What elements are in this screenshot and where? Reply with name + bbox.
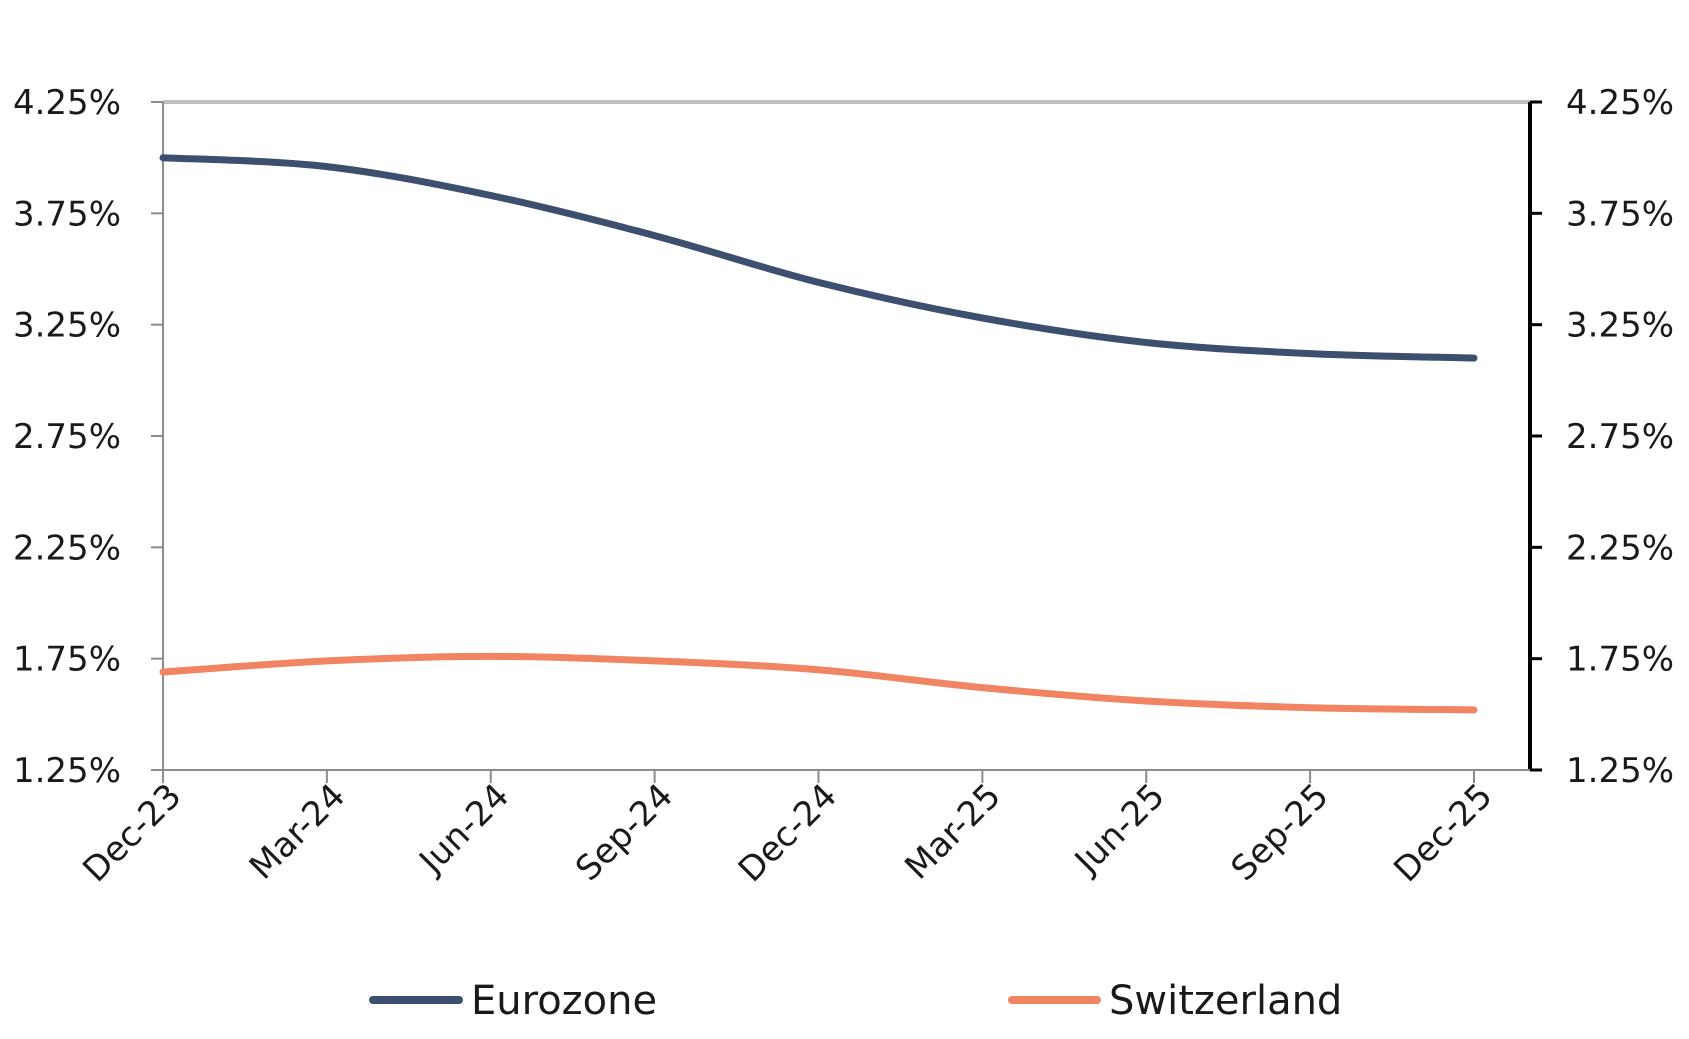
y-axis-left: 4.25% 3.75% 3.25% 2.75% 2.25% 1.75% 1.25% xyxy=(13,83,164,791)
x-tick-label: Mar-24 xyxy=(242,776,353,887)
y-tick-label-right: 2.75% xyxy=(1566,417,1674,457)
y-axis-right: 4.25% 3.75% 3.25% 2.75% 2.25% 1.75% 1.25% xyxy=(1528,83,1674,791)
y-tick-label-left: 1.75% xyxy=(13,640,121,680)
y-tick-label-left: 1.25% xyxy=(13,751,121,791)
y-tick-label-right: 2.25% xyxy=(1566,528,1674,568)
y-tick-label-left: 4.25% xyxy=(13,83,121,123)
legend: Eurozone Switzerland xyxy=(369,978,1342,1024)
legend-label-eurozone: Eurozone xyxy=(471,978,657,1024)
x-tick-label: Jun-24 xyxy=(411,776,518,883)
x-tick-label: Dec-24 xyxy=(731,776,845,890)
x-tick-label: Mar-25 xyxy=(897,776,1008,887)
y-tick-label-left: 3.25% xyxy=(13,306,121,346)
series-line-eurozone xyxy=(159,154,1478,362)
y-tick-label-right: 3.25% xyxy=(1566,306,1674,346)
y-tick-label-right: 3.75% xyxy=(1566,194,1674,234)
x-tick-label: Dec-23 xyxy=(75,776,189,890)
x-tick-label: Sep-24 xyxy=(568,776,681,889)
series-line-switzerland xyxy=(159,652,1478,714)
y-tick-label-left: 2.25% xyxy=(13,528,121,568)
y-tick-label-left: 3.75% xyxy=(13,194,121,234)
series-lines xyxy=(159,154,1478,714)
x-tick-label: Sep-25 xyxy=(1224,776,1337,889)
x-tick-label: Jun-25 xyxy=(1066,776,1173,883)
x-tick-label: Dec-25 xyxy=(1386,776,1500,890)
y-tick-label-right: 1.75% xyxy=(1566,640,1674,680)
legend-label-switzerland: Switzerland xyxy=(1109,978,1342,1024)
y-tick-label-right: 1.25% xyxy=(1566,751,1674,791)
y-tick-label-right: 4.25% xyxy=(1566,83,1674,123)
x-axis: Dec-23 Mar-24 Jun-24 Sep-24 Dec-24 Mar-25 Jun-… xyxy=(75,769,1530,890)
y-tick-label-left: 2.75% xyxy=(13,417,121,457)
